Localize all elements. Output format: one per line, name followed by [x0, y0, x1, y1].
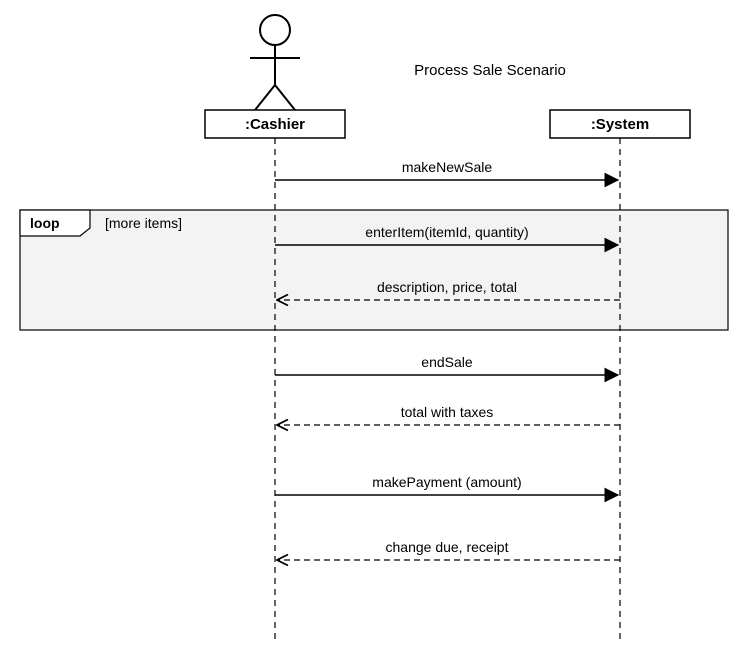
msg-endsale-label: endSale — [421, 354, 473, 370]
participant-cashier-label: :Cashier — [245, 116, 305, 133]
actor-cashier — [250, 15, 300, 110]
msg-description-label: description, price, total — [377, 279, 517, 295]
msg-makenewsale-label: makeNewSale — [402, 159, 492, 175]
sequence-diagram: Process Sale Scenario loop [more items] … — [0, 0, 750, 660]
loop-guard: [more items] — [105, 215, 182, 231]
msg-totaltaxes-label: total with taxes — [401, 404, 494, 420]
loop-label: loop — [30, 215, 60, 231]
diagram-title: Process Sale Scenario — [414, 62, 566, 79]
msg-makepayment-label: makePayment (amount) — [372, 474, 521, 490]
participant-cashier: :Cashier — [205, 110, 345, 138]
participant-system: :System — [550, 110, 690, 138]
participant-system-label: :System — [591, 116, 649, 133]
msg-enteritem-label: enterItem(itemId, quantity) — [365, 224, 528, 240]
msg-changedue-label: change due, receipt — [386, 539, 509, 555]
